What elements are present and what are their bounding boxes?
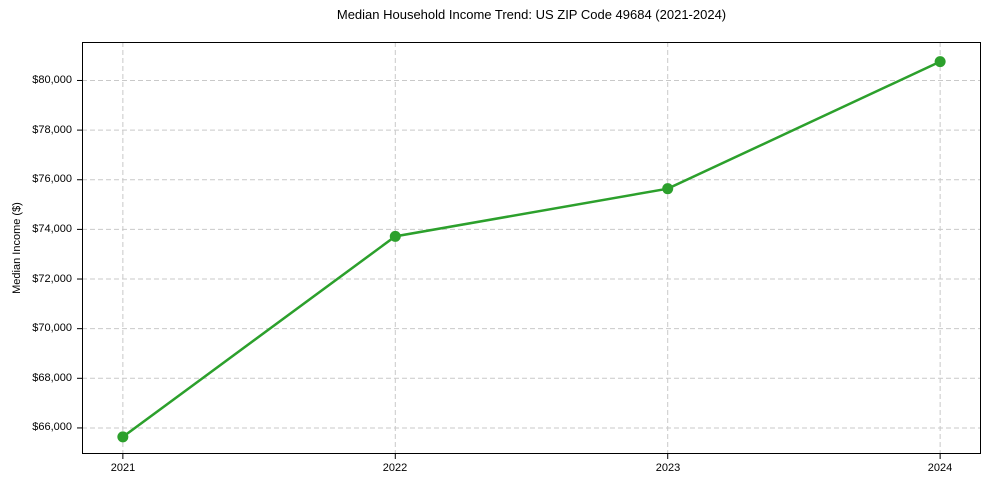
y-tick-label: $74,000	[32, 223, 72, 235]
y-tick-label: $70,000	[32, 322, 72, 334]
x-tick-label: 2022	[382, 462, 408, 474]
y-tick-label: $68,000	[32, 372, 72, 384]
chart-title: Median Household Income Trend: US ZIP Co…	[336, 7, 727, 22]
y-tick-label: $80,000	[32, 74, 72, 86]
y-tick-label: $78,000	[32, 124, 72, 136]
data-point-marker	[662, 183, 674, 195]
data-point-marker	[389, 230, 401, 242]
y-tick-label: $76,000	[32, 173, 72, 185]
x-tick-label: 2023	[655, 462, 681, 474]
y-tick-label: $66,000	[32, 421, 72, 433]
data-point-marker	[934, 56, 946, 68]
x-tick-label: 2024	[927, 462, 953, 474]
plot-area	[77, 42, 981, 459]
income-trend-line	[121, 60, 942, 439]
x-tick-label: 2021	[110, 462, 136, 474]
plot-svg	[77, 42, 981, 459]
data-point-marker	[117, 431, 129, 443]
plot-frame	[82, 42, 981, 454]
y-tick-label: $72,000	[32, 273, 72, 285]
